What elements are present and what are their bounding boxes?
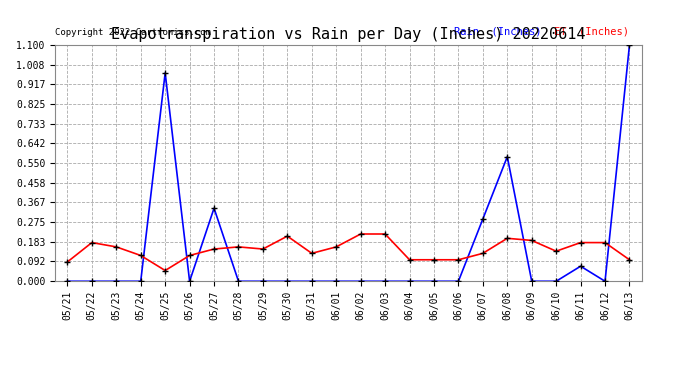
Text: ET  (Inches): ET (Inches) bbox=[553, 27, 629, 37]
Text: Copyright 2022 Cartronics.com: Copyright 2022 Cartronics.com bbox=[55, 28, 211, 37]
Text: Rain  (Inches): Rain (Inches) bbox=[454, 27, 542, 37]
Title: Evapotranspiration vs Rain per Day (Inches) 20220614: Evapotranspiration vs Rain per Day (Inch… bbox=[111, 27, 586, 42]
